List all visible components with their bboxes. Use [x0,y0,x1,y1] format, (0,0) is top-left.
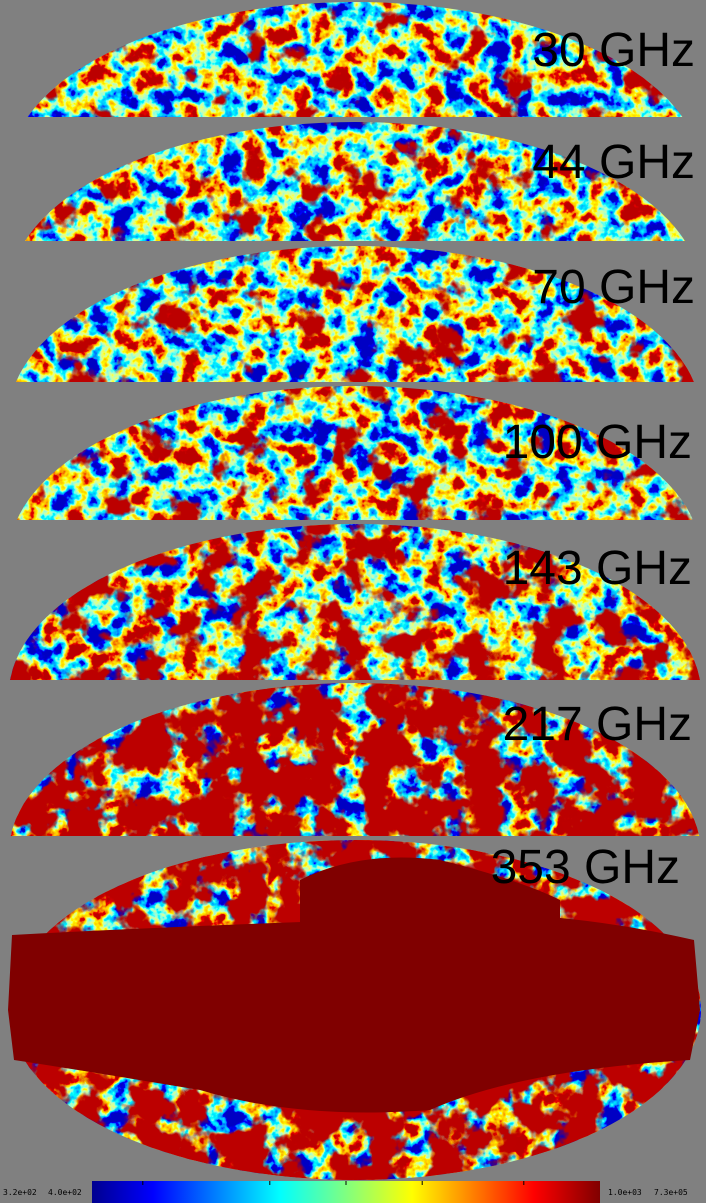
colorbar-label: 4.0e+02 [48,1188,82,1197]
sky-maps-figure: 30 GHz 44 GHz 70 GHz 100 GHz 143 GHz 217 GHz 3… [0,0,706,1203]
frequency-label: 30 GHz [532,24,695,77]
frequency-label: 70 GHz [532,261,695,314]
frequency-label: 217 GHz [503,698,692,751]
colorbar-label: 3.2e+02 [3,1188,37,1197]
frequency-label: 44 GHz [532,136,695,189]
frequency-label: 100 GHz [503,416,692,469]
frequency-label: 353 GHz [491,841,680,894]
colorbar-label: 7.3e+05 [654,1188,688,1197]
frequency-label: 143 GHz [503,542,692,595]
colorbar-label: 1.0e+03 [608,1188,642,1197]
